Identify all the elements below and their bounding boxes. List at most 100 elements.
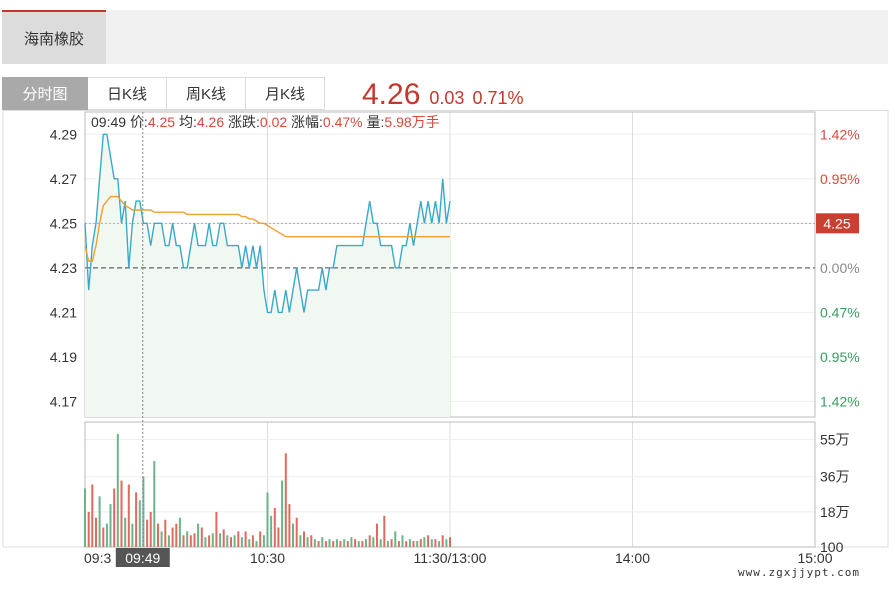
volume-bar <box>332 541 335 547</box>
info-bar-segment: 4.25 <box>148 114 179 130</box>
price-tick-label: 4.25 <box>50 215 77 231</box>
site-watermark: www.zgxjjypt.com <box>738 566 860 579</box>
volume-bar <box>445 539 448 547</box>
volume-bar <box>343 539 346 547</box>
time-tick-label: 15:00 <box>797 550 832 566</box>
volume-bar <box>222 529 225 547</box>
volume-bar <box>167 535 170 547</box>
volume-bar <box>105 523 108 547</box>
volume-bar <box>372 537 375 547</box>
volume-tick-label: 55万 <box>820 432 850 448</box>
pct-tick-label: 1.42% <box>820 393 860 409</box>
tab-daily-k[interactable]: 日K线 <box>88 77 167 110</box>
volume-bar <box>193 533 196 547</box>
time-tick-label: 09:3 <box>84 550 111 566</box>
volume-bar <box>427 535 430 547</box>
info-bar: 09:49 价:4.25 均:4.26 涨跌:0.02 涨幅:0.47% 量:5… <box>91 114 440 130</box>
volume-bar <box>230 537 232 547</box>
volume-bar <box>430 539 433 547</box>
info-bar-segment: 4.26 <box>197 114 228 130</box>
volume-bar <box>346 541 349 547</box>
chart-period-tabs: 分时图 日K线 周K线 月K线 <box>2 77 325 110</box>
volume-bar <box>368 535 371 547</box>
volume-bar <box>397 541 400 547</box>
volume-bar <box>408 539 411 547</box>
volume-bar <box>284 453 287 547</box>
volume-bar <box>416 541 419 547</box>
volume-bar <box>189 535 192 547</box>
volume-bar <box>281 480 284 547</box>
volume-bar <box>102 527 105 547</box>
volume-bar <box>215 511 218 547</box>
volume-bar <box>186 531 189 547</box>
tab-weekly-k[interactable]: 周K线 <box>167 77 246 110</box>
volume-bar <box>153 461 156 547</box>
price-tick-label: 4.23 <box>50 260 77 276</box>
volume-bar <box>383 515 386 547</box>
price-area-fill <box>85 134 450 418</box>
quote-summary: 4.26 0.03 0.71% <box>362 78 531 111</box>
volume-bar <box>357 541 360 547</box>
volume-bar <box>109 504 112 547</box>
average-line <box>84 195 450 262</box>
volume-bar <box>441 535 444 547</box>
volume-bar <box>379 539 382 547</box>
pct-tick-label: 1.42% <box>820 126 860 142</box>
volume-bar <box>412 541 415 547</box>
volume-bar <box>299 535 302 547</box>
time-tick-label: 14:00 <box>615 550 650 566</box>
info-bar-segment: 09:49 <box>91 114 130 130</box>
volume-bar <box>401 535 404 547</box>
volume-bar <box>219 533 222 547</box>
volume-bar <box>259 531 262 547</box>
crosshair-price-label: 4.25 <box>823 215 850 231</box>
volume-bar <box>255 541 258 547</box>
volume-bar <box>328 539 331 547</box>
price-tick-label: 4.21 <box>50 304 77 320</box>
volume-bar <box>116 433 119 547</box>
volume-bar <box>321 537 324 547</box>
time-tick-label: 11:30/13:00 <box>414 550 487 566</box>
quote-change: 0.03 <box>429 88 465 108</box>
volume-bar <box>131 523 134 547</box>
crosshair-price-badge <box>816 213 859 234</box>
volume-bar <box>182 535 185 547</box>
volume-bar <box>175 523 178 547</box>
info-bar-segment: 5.98万手 <box>384 114 439 130</box>
pct-tick-label: 0.00% <box>820 260 860 276</box>
info-bar-segment: 量: <box>367 114 385 130</box>
pct-tick-label: 0.47% <box>820 304 860 320</box>
header-bar: 海南橡胶 <box>2 10 888 64</box>
quote-change-pct: 0.71% <box>472 88 524 108</box>
intraday-chart[interactable]: 4.29 4.27 4.25 4.23 4.21 4.19 4.17 1.42% 0.95% 0.… <box>0 110 895 568</box>
volume-bar <box>313 539 316 547</box>
volume-bar <box>324 541 327 547</box>
volume-bar <box>178 517 181 547</box>
tab-monthly-k[interactable]: 月K线 <box>246 77 325 110</box>
stock-name-tab[interactable]: 海南橡胶 <box>2 10 106 64</box>
volume-bar <box>262 535 265 547</box>
volume-bar <box>449 537 451 547</box>
volume-bar <box>339 541 342 547</box>
volume-bar <box>251 535 254 547</box>
volume-bar <box>164 519 167 547</box>
tab-intraday[interactable]: 分时图 <box>2 77 88 110</box>
volume-bar <box>376 523 378 547</box>
price-tick-label: 4.29 <box>50 126 77 142</box>
volume-bar <box>277 527 280 547</box>
info-bar-segment: 均: <box>179 114 197 130</box>
volume-bar <box>142 476 145 547</box>
volume-bar <box>350 537 353 547</box>
volume-bar <box>405 541 408 547</box>
volume-bar <box>354 539 357 547</box>
volume-bar <box>394 531 397 547</box>
quote-price: 4.26 <box>362 78 421 111</box>
volume-bar <box>365 539 367 547</box>
volume-bar <box>124 517 127 547</box>
volume-bar <box>240 537 243 547</box>
time-tick-label: 10:30 <box>250 550 285 566</box>
volume-bar <box>84 488 86 547</box>
volume-bar <box>292 523 294 547</box>
volume-bar <box>306 537 309 547</box>
volume-bar <box>273 508 276 547</box>
